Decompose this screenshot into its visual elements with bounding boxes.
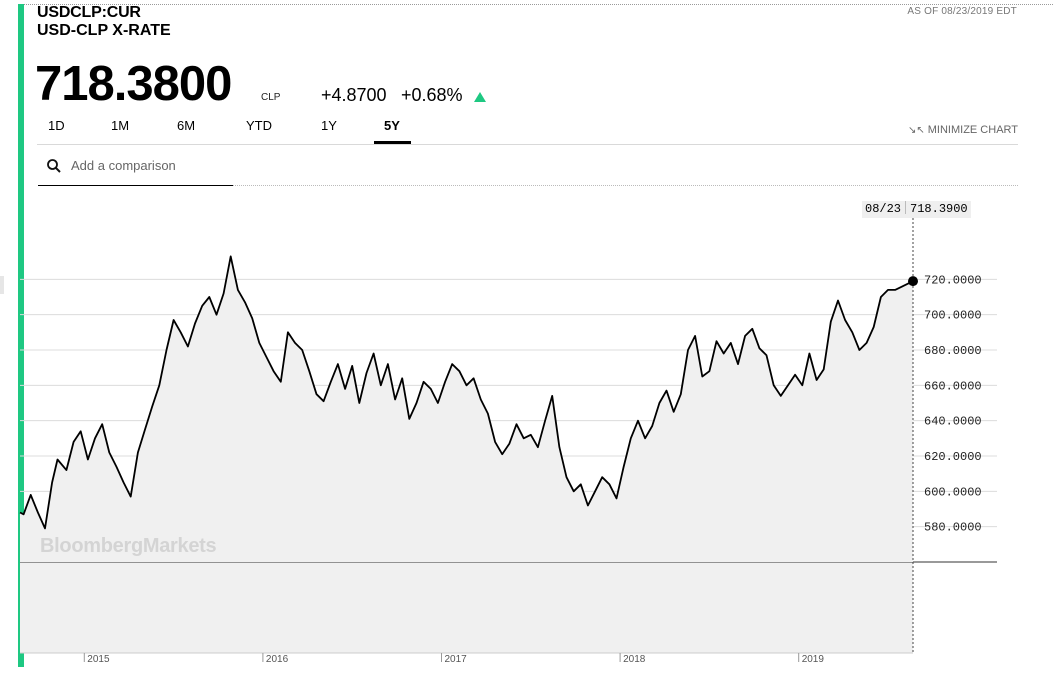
last-point-marker bbox=[908, 276, 918, 287]
y-tick-label: 680.0000 bbox=[924, 344, 982, 358]
x-tick-label: 2016 bbox=[266, 654, 289, 665]
tab-1d[interactable]: 1D bbox=[48, 118, 65, 133]
up-triangle-icon bbox=[474, 92, 486, 102]
as-of-timestamp: AS OF 08/23/2019 EDT bbox=[907, 6, 1017, 17]
chart-background bbox=[20, 561, 997, 654]
x-tick-label: 2019 bbox=[802, 654, 825, 665]
bloomberg-watermark: BloombergMarkets bbox=[40, 535, 217, 557]
y-tick-label: 720.0000 bbox=[924, 273, 982, 287]
tab-6m[interactable]: 6M bbox=[177, 118, 196, 133]
y-axis-ticks: 580.0000 600.0000 620.0000 640.0000 660.0000… bbox=[924, 273, 982, 534]
price-change-percent: +0.68% bbox=[401, 85, 463, 105]
hover-readout: 08/23 718.3900 bbox=[862, 201, 971, 218]
x-tick-label: 2018 bbox=[623, 654, 646, 665]
chart-area bbox=[19, 255, 914, 562]
tabs-divider bbox=[37, 144, 1018, 145]
minimize-chart-button[interactable]: ↘↖ MINIMIZE CHART bbox=[908, 124, 1018, 136]
area-fill bbox=[20, 256, 913, 562]
y-tick-label: 600.0000 bbox=[924, 485, 982, 499]
y-tick-label: 640.0000 bbox=[924, 415, 982, 429]
last-price: 718.3800 bbox=[35, 57, 232, 111]
price-currency: CLP bbox=[261, 92, 281, 103]
price-change: +4.8700 bbox=[321, 85, 387, 105]
x-tick-label: 2015 bbox=[87, 654, 110, 665]
tab-1m[interactable]: 1M bbox=[111, 118, 130, 133]
tab-ytd[interactable]: YTD bbox=[246, 118, 272, 133]
accent-bar bbox=[18, 4, 24, 667]
comparison-search-input[interactable] bbox=[69, 157, 233, 174]
active-tab-indicator bbox=[374, 141, 411, 144]
y-tick-label: 700.0000 bbox=[924, 309, 982, 323]
left-edge-marker bbox=[0, 276, 4, 294]
top-divider bbox=[18, 4, 1053, 5]
comparison-search bbox=[38, 151, 233, 186]
instrument-name: USD-CLP X-RATE bbox=[37, 22, 171, 39]
x-axis-ticks: 2015 2016 2017 2018 2019 bbox=[83, 653, 825, 665]
hover-separator bbox=[905, 201, 907, 214]
ticker-symbol: USDCLP:CUR bbox=[37, 4, 141, 21]
tab-5y[interactable]: 5Y bbox=[384, 118, 400, 133]
y-tick-label: 660.0000 bbox=[924, 379, 982, 393]
tab-1y[interactable]: 1Y bbox=[321, 118, 337, 133]
chart-crosshair bbox=[908, 218, 918, 653]
x-tick-label: 2017 bbox=[444, 654, 467, 665]
hover-date: 08/23 bbox=[865, 202, 902, 216]
search-icon bbox=[47, 159, 61, 173]
price-line bbox=[19, 255, 914, 530]
search-divider bbox=[233, 185, 1018, 186]
lower-panel bbox=[20, 562, 913, 653]
minimize-chart-label: MINIMIZE CHART bbox=[927, 124, 1018, 136]
y-tick-label: 620.0000 bbox=[924, 450, 982, 464]
y-tick-label: 580.0000 bbox=[924, 521, 982, 535]
hover-value: 718.3900 bbox=[910, 202, 968, 216]
collapse-arrows-icon: ↘↖ bbox=[907, 125, 925, 136]
